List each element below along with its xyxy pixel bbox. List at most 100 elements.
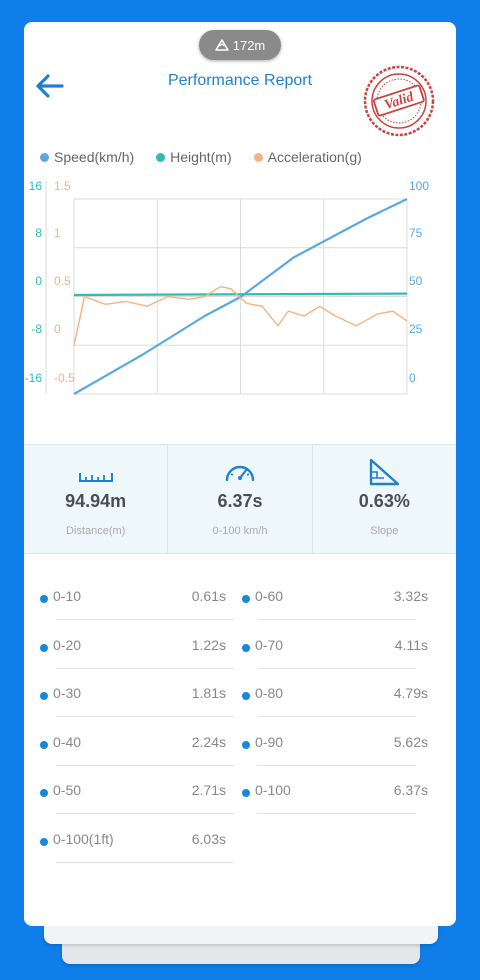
slope-caption: Slope — [370, 525, 399, 537]
time-row: 0-40 2.24s — [24, 718, 234, 766]
legend-speed-dot — [40, 152, 49, 162]
speed-range-label: 0-60 — [255, 588, 284, 604]
speed-range-label: 0-80 — [255, 685, 284, 701]
speed-range-label: 0-100(1ft) — [53, 830, 114, 847]
row-divider — [258, 619, 416, 620]
speed-range-time: 4.11s — [394, 636, 428, 653]
time-row: 0-100 6.37s — [226, 766, 456, 814]
row-divider — [258, 764, 416, 766]
time-row-bullet — [40, 692, 48, 700]
summary-stats: 94.94m Distance(m) 6.37s 0-100 km/h 0.63… — [24, 444, 456, 554]
speed-axis-tick: 25 — [409, 322, 423, 336]
valid-stamp: Valid — [363, 65, 435, 137]
time-row-bullet — [40, 740, 48, 749]
speed-range-time: 3.32s — [393, 588, 428, 604]
time-row-bullet — [40, 789, 48, 797]
page-title: Performance Report — [167, 72, 313, 89]
time-row: 0-90 5.62s — [226, 718, 456, 766]
legend-height-label: Height(m) — [170, 149, 232, 165]
speed-axis-tick: 75 — [409, 226, 423, 240]
acceleration-series-line — [73, 286, 408, 346]
row-divider — [56, 619, 234, 620]
time-row: 0-20 1.22s — [24, 621, 234, 669]
speed-range-time: 1.81s — [191, 685, 226, 701]
slope-icon — [370, 458, 400, 486]
acceleration-axis-tick: -0.5 — [54, 371, 75, 385]
back-button[interactable] — [34, 70, 66, 102]
height-axis-tick: 0 — [35, 274, 42, 288]
legend-acceleration-dot — [253, 152, 263, 162]
height-axis-tick: -16 — [25, 371, 43, 385]
legend-height-dot — [156, 152, 166, 162]
mountain-icon — [214, 39, 229, 51]
distance-value: 94.94m — [65, 491, 127, 511]
speed-range-label: 0-90 — [255, 733, 284, 750]
time-value: 6.37s — [217, 491, 263, 511]
speed-range-time: 0.61s — [191, 588, 226, 604]
slope-value: 0.63% — [358, 491, 410, 511]
legend-speed-label: Speed(km/h) — [54, 149, 135, 165]
speed-range-label: 0-50 — [53, 782, 82, 798]
row-divider — [56, 813, 234, 814]
time-row-bullet — [242, 595, 250, 603]
stat-acceleration-time: 6.37s 0-100 km/h — [167, 445, 311, 553]
speed-range-time: 5.62s — [393, 733, 428, 750]
time-row-bullet — [40, 595, 48, 603]
altitude-badge: 172m — [199, 30, 281, 60]
speed-series-line — [73, 198, 408, 395]
row-divider — [56, 861, 234, 863]
legend-speed[interactable]: Speed(km/h) — [40, 149, 134, 165]
time-row: 0-60 3.32s — [226, 572, 456, 620]
altitude-value: 172m — [232, 37, 266, 53]
time-row-bullet — [242, 643, 250, 652]
speed-axis-tick: 100 — [409, 179, 429, 193]
row-divider — [56, 764, 234, 766]
legend-height[interactable]: Height(m) — [156, 149, 232, 165]
ruler-icon — [78, 473, 113, 482]
speedometer-icon — [225, 465, 255, 482]
row-divider — [258, 667, 416, 669]
speed-range-label: 0-20 — [53, 636, 82, 653]
speed-axis-tick: 0 — [409, 371, 416, 385]
speed-range-label: 0-100 — [255, 782, 291, 798]
chart-legend: Speed(km/h) Height(m) Acceleration(g) — [40, 149, 384, 165]
acceleration-axis-tick: 1 — [54, 226, 61, 240]
time-row: 0-100(1ft) 6.03s — [24, 815, 234, 863]
speed-range-label: 0-10 — [53, 588, 82, 604]
row-divider — [56, 716, 234, 717]
time-caption: 0-100 km/h — [212, 525, 268, 537]
performance-chart: 16 8 0 -8 -16 1.5 1 0.5 0 -0.5 100 75 50 25 0 — [25, 179, 429, 395]
time-row-bullet — [242, 789, 250, 797]
distance-caption: Distance(m) — [66, 525, 126, 537]
time-row-bullet — [242, 692, 250, 700]
time-row-bullet — [40, 837, 48, 846]
row-divider — [56, 667, 234, 669]
time-row-bullet — [40, 643, 48, 652]
speed-range-time: 2.71s — [191, 782, 226, 798]
time-row: 0-80 4.79s — [226, 669, 456, 717]
legend-acceleration[interactable]: Acceleration(g) — [253, 149, 362, 165]
acceleration-axis-tick: 0 — [54, 322, 61, 336]
row-divider — [258, 716, 416, 717]
acceleration-axis-tick: 0.5 — [54, 274, 71, 288]
speed-range-time: 6.03s — [191, 830, 226, 847]
time-row: 0-30 1.81s — [24, 669, 234, 717]
row-divider — [258, 813, 416, 814]
speed-axis-tick: 50 — [409, 274, 423, 288]
stat-slope: 0.63% Slope — [311, 445, 456, 553]
stat-distance: 94.94m Distance(m) — [24, 445, 167, 553]
time-row: 0-70 4.11s — [226, 621, 456, 669]
speed-range-time: 4.79s — [393, 685, 428, 701]
speed-range-time: 2.24s — [191, 733, 226, 750]
height-series-line — [73, 292, 408, 297]
time-row: 0-50 2.71s — [24, 766, 234, 814]
legend-acceleration-label: Acceleration(g) — [267, 149, 362, 165]
speed-range-time: 1.22s — [191, 636, 226, 653]
speed-range-label: 0-70 — [255, 636, 284, 653]
time-row: 0-10 0.61s — [24, 572, 234, 620]
speed-range-label: 0-30 — [53, 685, 82, 701]
height-axis-tick: 16 — [29, 179, 43, 193]
card-shadow-back — [62, 940, 420, 964]
speed-range-label: 0-40 — [53, 733, 82, 750]
height-axis-tick: 8 — [35, 226, 42, 240]
